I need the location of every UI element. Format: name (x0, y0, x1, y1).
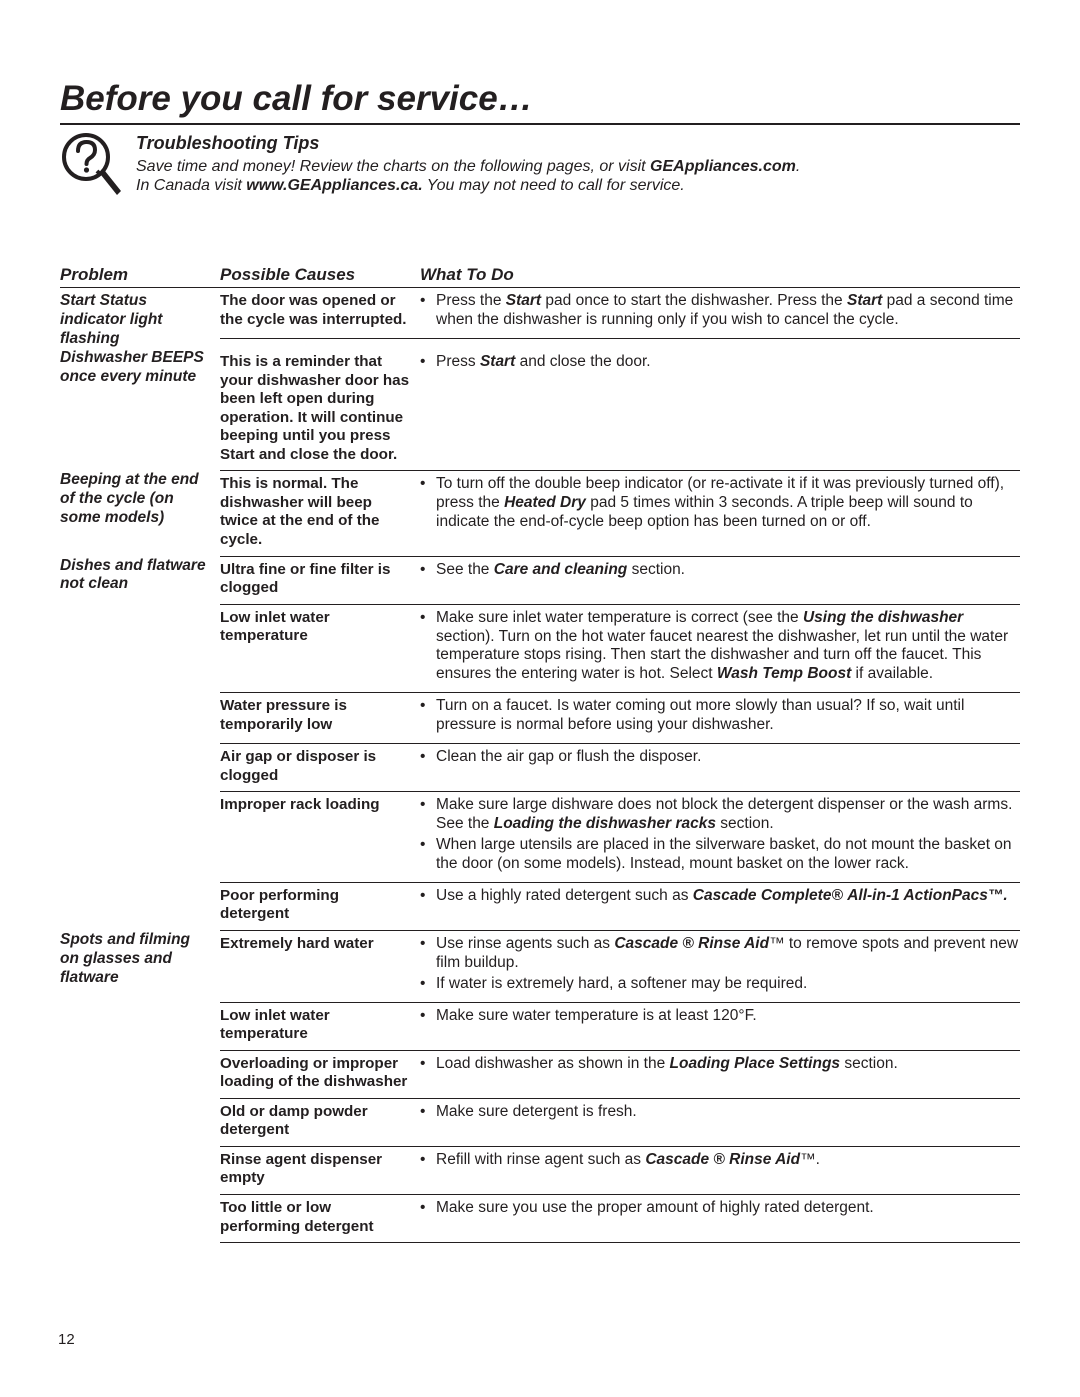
problem-label: Beeping at the end of the cycle (on some… (60, 471, 220, 556)
cause-column: This is a reminder that your dishwasher … (220, 349, 1020, 471)
action-text: Make sure water temperature is at least … (420, 1007, 1020, 1044)
cause-row: Rinse agent dispenser emptyRefill with r… (220, 1147, 1020, 1195)
cause-row: Extremely hard waterUse rinse agents suc… (220, 931, 1020, 1003)
cause-row: Improper rack loadingMake sure large dis… (220, 792, 1020, 883)
action-item: Press the Start pad once to start the di… (420, 292, 1020, 330)
cause-row: Low inlet water temperatureMake sure wat… (220, 1003, 1020, 1051)
cause-row: Old or damp powder detergentMake sure de… (220, 1099, 1020, 1147)
action-item: Turn on a faucet. Is water coming out mo… (420, 697, 1020, 735)
cause-column: Ultra fine or fine filter is cloggedSee … (220, 557, 1020, 931)
problem-block: Beeping at the end of the cycle (on some… (60, 471, 1020, 556)
action-item: When large utensils are placed in the si… (420, 836, 1020, 874)
cause-row: Overloading or improper loading of the d… (220, 1051, 1020, 1099)
tips-heading: Troubleshooting Tips (136, 133, 1020, 155)
col-header-cause: Possible Causes (220, 265, 420, 286)
table-header-row: Problem Possible Causes What To Do (60, 265, 1020, 289)
intro-section: Troubleshooting Tips Save time and money… (60, 131, 1020, 227)
action-item: Use a highly rated detergent such as Cas… (420, 887, 1020, 906)
cause-text: Old or damp powder detergent (220, 1103, 420, 1140)
cause-column: Extremely hard waterUse rinse agents suc… (220, 931, 1020, 1243)
action-item: Make sure water temperature is at least … (420, 1007, 1020, 1026)
action-text: Refill with rinse agent such as Cascade … (420, 1151, 1020, 1188)
col-header-action: What To Do (420, 265, 1020, 286)
action-item: Make sure large dishware does not block … (420, 796, 1020, 834)
cause-text: Low inlet water temperature (220, 609, 420, 687)
page-title: Before you call for service… (60, 78, 1020, 125)
action-text: Turn on a faucet. Is water coming out mo… (420, 697, 1020, 737)
cause-text: Improper rack loading (220, 796, 420, 876)
action-text: Use rinse agents such as Cascade ® Rinse… (420, 935, 1020, 996)
action-text: See the Care and cleaning section. (420, 561, 1020, 598)
problem-label: Dishes and flatware not clean (60, 557, 220, 931)
action-item: Press Start and close the door. (420, 353, 1020, 372)
cause-row: Air gap or disposer is cloggedClean the … (220, 744, 1020, 792)
action-item: See the Care and cleaning section. (420, 561, 1020, 580)
action-item: If water is extremely hard, a softener m… (420, 975, 1020, 994)
action-text: Press the Start pad once to start the di… (420, 292, 1020, 332)
problem-label: Start Status indicator light flashing (60, 292, 220, 349)
cause-row: Ultra fine or fine filter is cloggedSee … (220, 557, 1020, 605)
problem-label: Dishwasher BEEPS once every minute (60, 349, 220, 471)
action-item: Make sure detergent is fresh. (420, 1103, 1020, 1122)
tips-body: Save time and money! Review the charts o… (136, 157, 1020, 196)
problem-block: Dishes and flatware not cleanUltra fine … (60, 557, 1020, 931)
cause-text: The door was opened or the cycle was int… (220, 292, 420, 332)
cause-row: This is a reminder that your dishwasher … (220, 349, 1020, 471)
problem-block: Dishwasher BEEPS once every minuteThis i… (60, 349, 1020, 471)
action-text: Make sure inlet water temperature is cor… (420, 609, 1020, 687)
action-text: Use a highly rated detergent such as Cas… (420, 887, 1020, 924)
problem-block: Start Status indicator light flashingThe… (60, 292, 1020, 349)
problem-label: Spots and filming on glasses and flatwar… (60, 931, 220, 1243)
cause-text: Low inlet water temperature (220, 1007, 420, 1044)
action-item: Load dishwasher as shown in the Loading … (420, 1055, 1020, 1074)
action-text: Clean the air gap or flush the disposer. (420, 748, 1020, 785)
cause-row: Water pressure is temporarily lowTurn on… (220, 693, 1020, 744)
action-item: Make sure inlet water temperature is cor… (420, 609, 1020, 685)
action-text: Make sure detergent is fresh. (420, 1103, 1020, 1140)
problem-block: Spots and filming on glasses and flatwar… (60, 931, 1020, 1243)
cause-row: The door was opened or the cycle was int… (220, 292, 1020, 339)
col-header-problem: Problem (60, 265, 220, 286)
action-text: Make sure large dishware does not block … (420, 796, 1020, 876)
intro-text: Troubleshooting Tips Save time and money… (136, 131, 1020, 196)
troubleshooting-table: Problem Possible Causes What To Do Start… (60, 265, 1020, 1243)
cause-column: The door was opened or the cycle was int… (220, 292, 1020, 349)
cause-text: Poor performing detergent (220, 887, 420, 924)
action-text: Press Start and close the door. (420, 353, 1020, 464)
cause-row: Too little or low performing detergentMa… (220, 1195, 1020, 1243)
cause-text: Too little or low performing detergent (220, 1199, 420, 1236)
action-text: Load dishwasher as shown in the Loading … (420, 1055, 1020, 1092)
cause-row: Poor performing detergentUse a highly ra… (220, 883, 1020, 931)
cause-column: This is normal. The dishwasher will beep… (220, 471, 1020, 556)
cause-text: Ultra fine or fine filter is clogged (220, 561, 420, 598)
cause-row: This is normal. The dishwasher will beep… (220, 471, 1020, 556)
action-item: Clean the air gap or flush the disposer. (420, 748, 1020, 767)
page-number: 12 (58, 1331, 75, 1349)
cause-text: Extremely hard water (220, 935, 420, 996)
action-text: To turn off the double beep indicator (o… (420, 475, 1020, 549)
cause-row: Low inlet water temperatureMake sure inl… (220, 605, 1020, 694)
cause-text: Rinse agent dispenser empty (220, 1151, 420, 1188)
magnifier-question-icon (60, 131, 122, 227)
action-item: Refill with rinse agent such as Cascade … (420, 1151, 1020, 1170)
cause-text: Air gap or disposer is clogged (220, 748, 420, 785)
action-item: Make sure you use the proper amount of h… (420, 1199, 1020, 1218)
cause-text: Water pressure is temporarily low (220, 697, 420, 737)
action-item: To turn off the double beep indicator (o… (420, 475, 1020, 532)
cause-text: Overloading or improper loading of the d… (220, 1055, 420, 1092)
action-item: Use rinse agents such as Cascade ® Rinse… (420, 935, 1020, 973)
action-text: Make sure you use the proper amount of h… (420, 1199, 1020, 1236)
cause-text: This is a reminder that your dishwasher … (220, 353, 420, 464)
cause-text: This is normal. The dishwasher will beep… (220, 475, 420, 549)
